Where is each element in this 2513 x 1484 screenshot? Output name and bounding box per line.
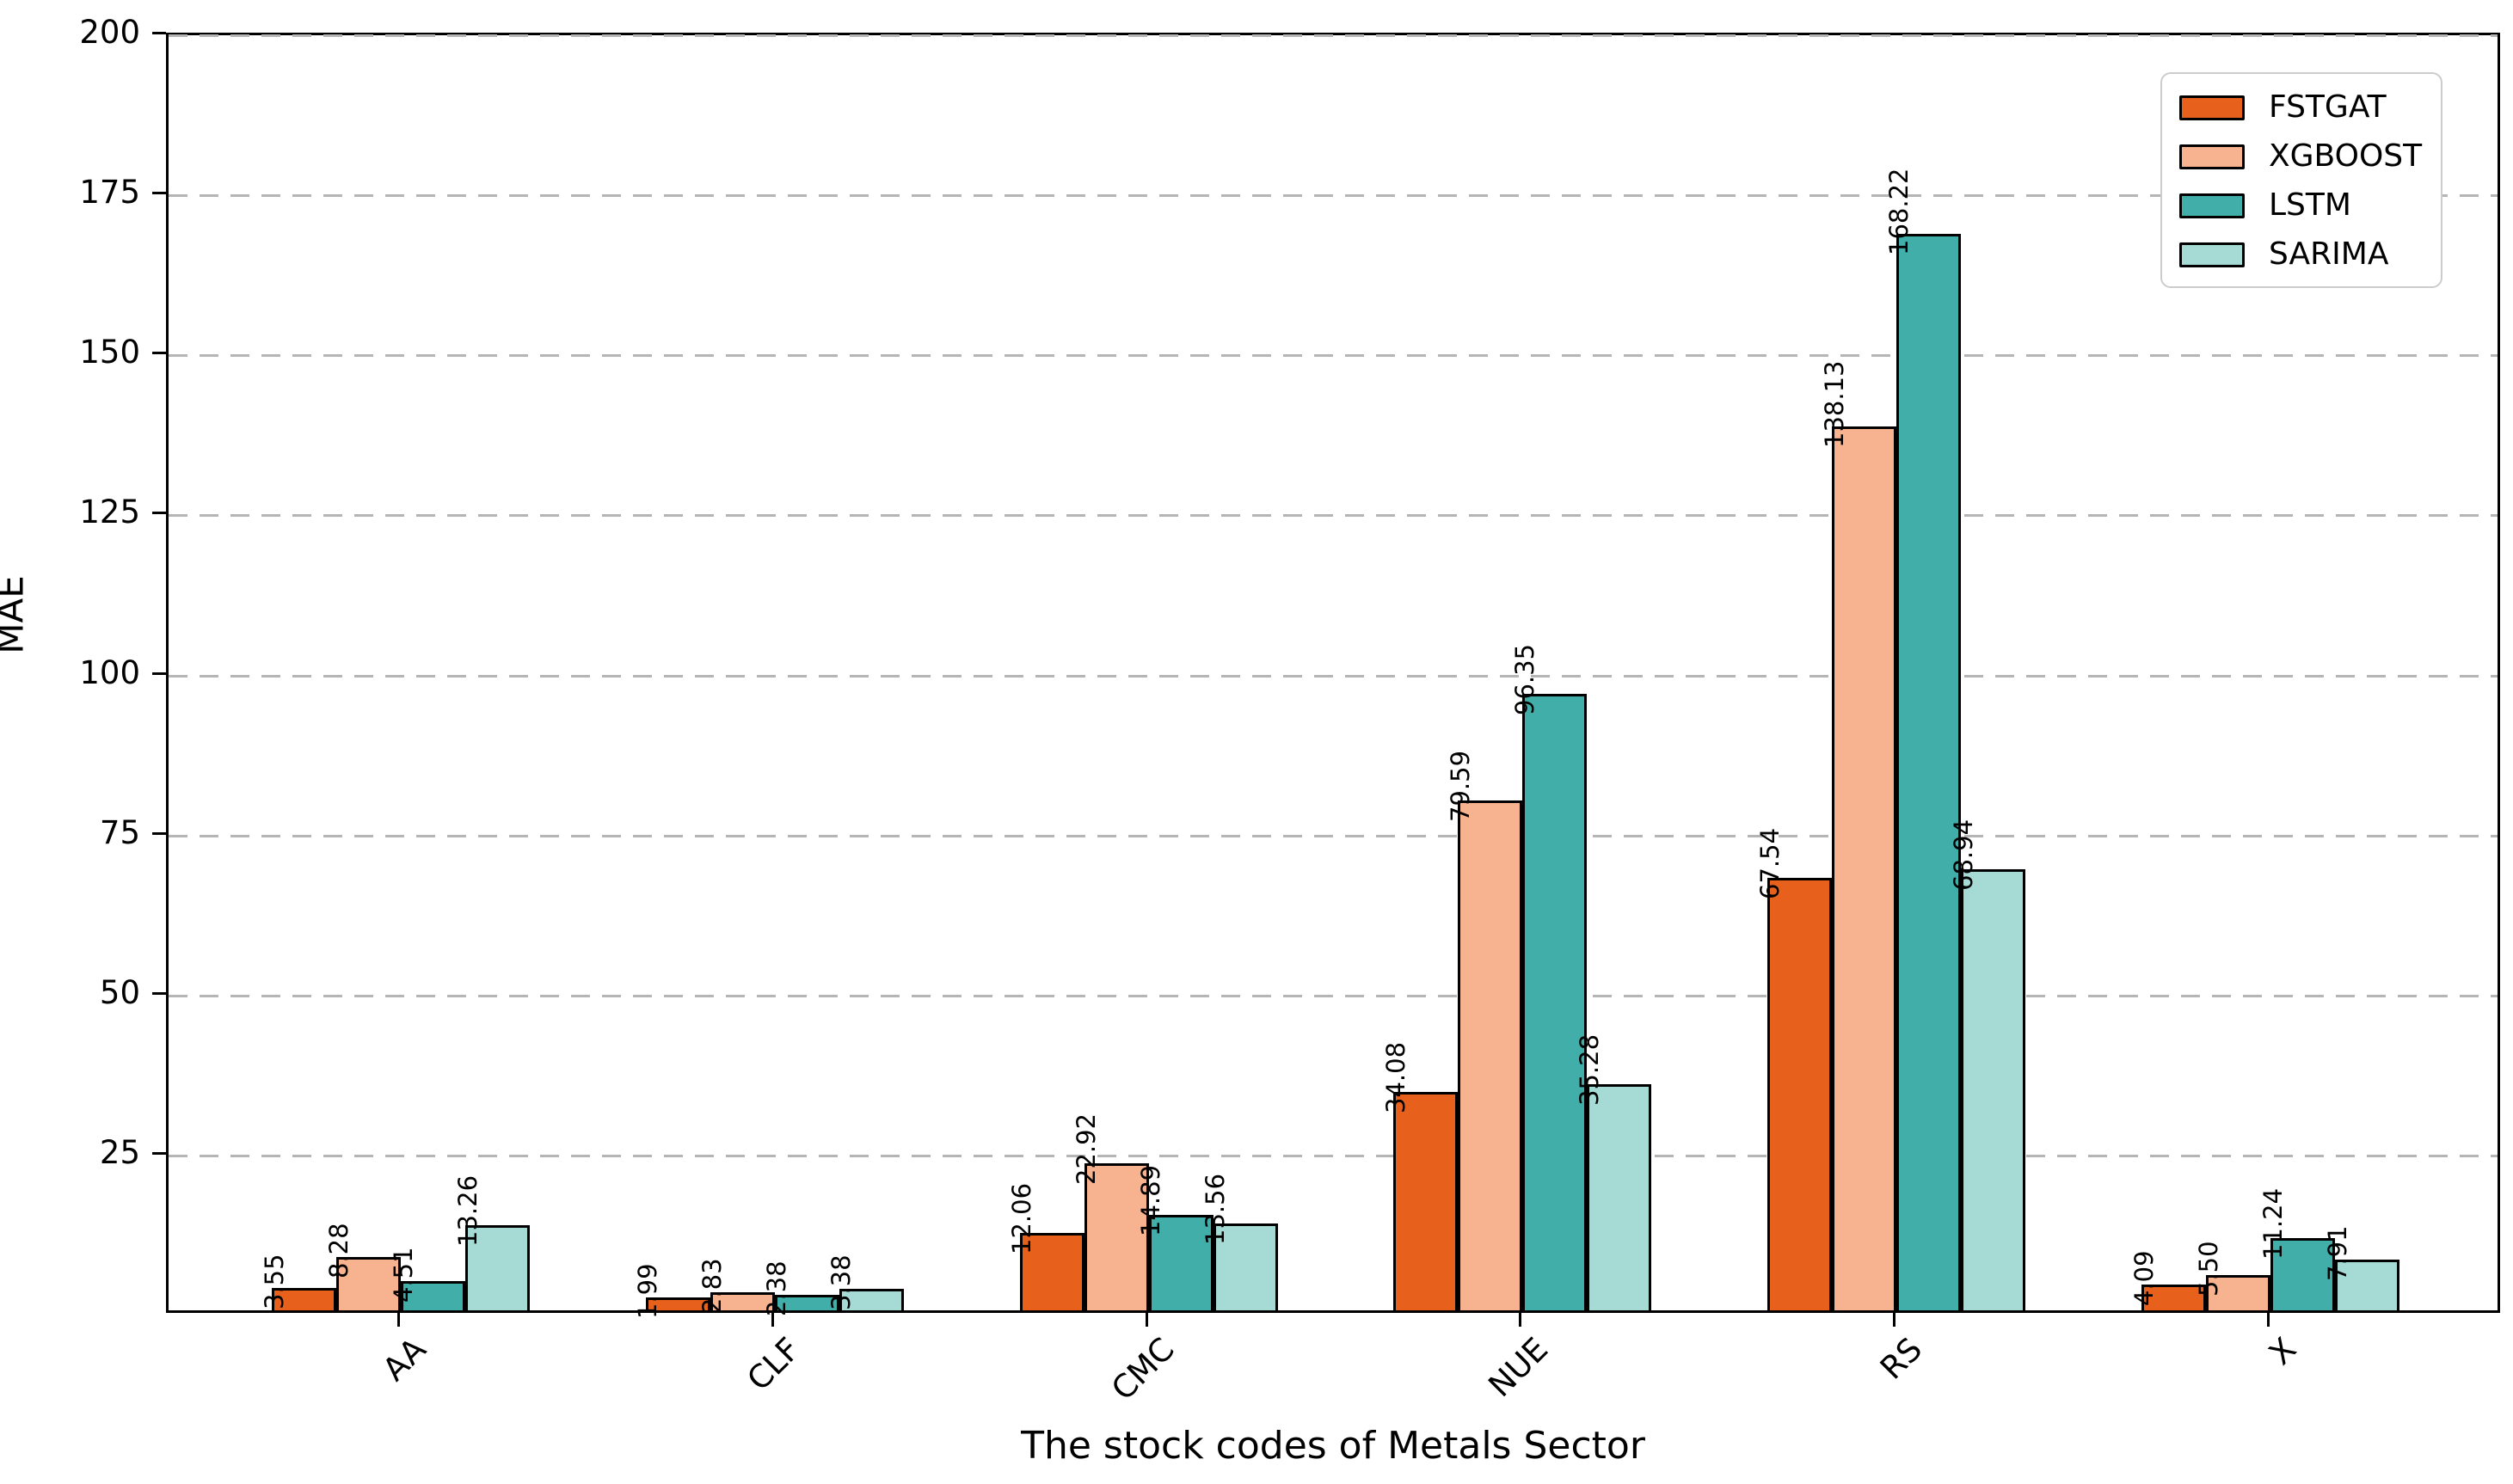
- legend-swatch-xgboost: [2179, 144, 2245, 169]
- bar-value-label: 3.38: [826, 1254, 857, 1310]
- gridline-y-125: [169, 514, 2498, 518]
- bar-sarima-nue: [1587, 1084, 1652, 1310]
- gridline-y-100: [169, 674, 2498, 678]
- y-tick-mark: [152, 512, 166, 515]
- y-tick-label-100: 100: [79, 653, 140, 691]
- bar-value-label: 35.28: [1574, 1034, 1604, 1107]
- y-tick-label-175: 175: [79, 174, 140, 212]
- legend: FSTGAT XGBOOST LSTM SARIMA: [2160, 72, 2442, 288]
- bar-sarima-aa: [465, 1225, 530, 1310]
- bar-fstgat-rs: [1767, 878, 1833, 1310]
- legend-swatch-sarima: [2179, 242, 2245, 267]
- bar-sarima-x: [2335, 1260, 2399, 1310]
- x-tick-mark: [397, 1313, 400, 1327]
- gridline-y-25: [169, 1154, 2498, 1157]
- y-tick-mark: [152, 352, 166, 355]
- bar-value-label: 7.91: [2322, 1225, 2352, 1282]
- y-tick-label-25: 25: [99, 1133, 140, 1171]
- legend-row-fstgat: FSTGAT: [2179, 91, 2420, 124]
- bar-value-label: 1.99: [633, 1263, 663, 1320]
- legend-row-sarima: SARIMA: [2179, 238, 2420, 271]
- y-tick-mark: [152, 1151, 166, 1155]
- gridline-y-175: [169, 194, 2498, 198]
- legend-label-lstm: LSTM: [2269, 187, 2351, 223]
- y-tick-mark: [152, 671, 166, 675]
- legend-label-xgboost: XGBOOST: [2269, 138, 2423, 174]
- bar-fstgat-nue: [1393, 1092, 1459, 1310]
- bar-lstm-cmc: [1148, 1215, 1213, 1310]
- gridline-y-200: [169, 34, 2498, 37]
- x-tick-mark: [771, 1313, 774, 1327]
- gridline-y-75: [169, 834, 2498, 837]
- gridline-y-50: [169, 994, 2498, 997]
- bar-xgboost-cmc: [1084, 1163, 1149, 1310]
- bar-value-label: 13.26: [452, 1175, 482, 1248]
- bar-value-label: 2.83: [697, 1258, 728, 1314]
- bar-value-label: 12.06: [1007, 1183, 1037, 1255]
- x-tick-mark: [2267, 1313, 2270, 1327]
- bar-lstm-clf: [774, 1295, 839, 1310]
- legend-swatch-lstm: [2179, 193, 2245, 218]
- legend-label-fstgat: FSTGAT: [2269, 89, 2387, 125]
- bar-value-label: 8.28: [323, 1223, 353, 1279]
- bar-value-label: 13.56: [1201, 1174, 1231, 1246]
- bar-fstgat-aa: [272, 1287, 336, 1310]
- bar-value-label: 2.38: [762, 1260, 792, 1317]
- bar-sarima-rs: [1961, 868, 2026, 1310]
- bar-xgboost-rs: [1832, 426, 1897, 1310]
- legend-row-lstm: LSTM: [2179, 189, 2420, 222]
- y-tick-label-50: 50: [99, 973, 140, 1011]
- bar-value-label: 4.51: [388, 1247, 418, 1303]
- x-axis-title: The stock codes of Metals Sector: [1021, 1424, 1645, 1468]
- bar-xgboost-x: [2206, 1275, 2270, 1310]
- legend-swatch-fstgat: [2179, 95, 2245, 120]
- y-tick-mark: [152, 32, 166, 34]
- y-tick-mark: [152, 831, 166, 835]
- bar-value-label: 96.35: [1509, 643, 1539, 715]
- y-tick-label-75: 75: [99, 813, 140, 851]
- bar-value-label: 14.89: [1136, 1165, 1166, 1237]
- y-axis-title: MAE: [0, 575, 32, 654]
- x-tick-mark: [1893, 1313, 1896, 1327]
- bar-sarima-clf: [839, 1288, 904, 1310]
- bar-value-label: 5.50: [2193, 1241, 2223, 1297]
- bar-value-label: 138.13: [1819, 360, 1849, 448]
- y-tick-label-125: 125: [79, 494, 140, 531]
- legend-label-sarima: SARIMA: [2269, 236, 2389, 272]
- bar-xgboost-clf: [710, 1291, 775, 1310]
- y-tick-mark: [152, 991, 166, 995]
- bar-value-label: 34.08: [1380, 1042, 1410, 1114]
- plot-area: [166, 33, 2500, 1313]
- bar-lstm-rs: [1896, 233, 1962, 1310]
- bar-lstm-aa: [401, 1281, 465, 1310]
- bar-value-label: 67.54: [1754, 828, 1785, 900]
- bar-fstgat-clf: [645, 1297, 710, 1310]
- bar-value-label: 3.55: [259, 1253, 289, 1309]
- bar-value-label: 22.92: [1072, 1113, 1102, 1186]
- bar-value-label: 168.22: [1883, 168, 1914, 255]
- bar-value-label: 4.09: [2129, 1249, 2159, 1306]
- bar-value-label: 11.24: [2258, 1188, 2288, 1260]
- bar-value-label: 79.59: [1445, 751, 1475, 823]
- y-tick-label-200: 200: [79, 14, 140, 51]
- legend-row-xgboost: XGBOOST: [2179, 138, 2423, 174]
- x-tick-mark: [1519, 1313, 1522, 1327]
- bar-xgboost-aa: [336, 1257, 401, 1310]
- gridline-y-150: [169, 354, 2498, 358]
- x-tick-mark: [1145, 1313, 1148, 1327]
- bar-lstm-x: [2270, 1238, 2335, 1310]
- bar-value-label: 68.94: [1948, 819, 1978, 891]
- bar-fstgat-cmc: [1019, 1233, 1084, 1310]
- bar-xgboost-nue: [1458, 800, 1523, 1310]
- y-tick-mark: [152, 192, 166, 195]
- bar-lstm-nue: [1522, 693, 1588, 1310]
- bar-sarima-cmc: [1213, 1223, 1278, 1310]
- y-tick-label-150: 150: [79, 334, 140, 371]
- bar-fstgat-x: [2141, 1284, 2206, 1310]
